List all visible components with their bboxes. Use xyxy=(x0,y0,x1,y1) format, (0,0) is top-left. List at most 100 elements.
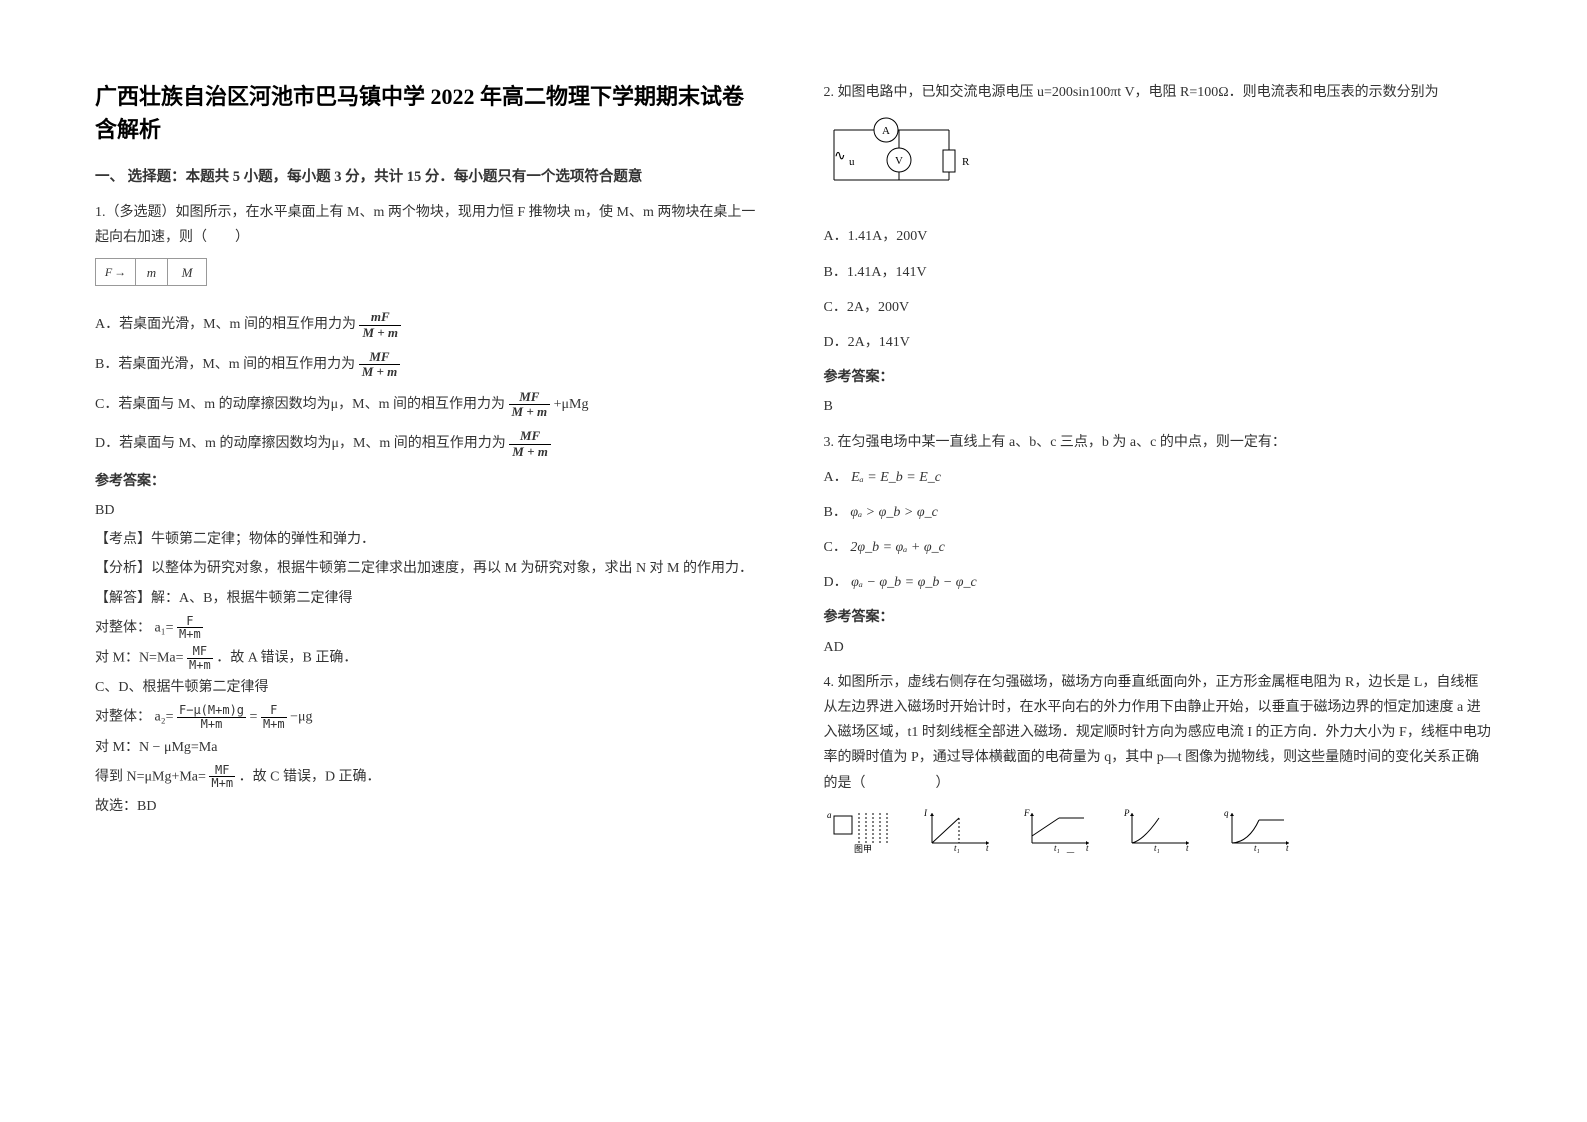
q3-optA: A． Eₐ = E_b = E_c xyxy=(824,465,1493,490)
force-arrow: F → xyxy=(96,259,136,285)
chart-B: F t t₁ B 图乙 xyxy=(1024,808,1094,860)
q3B-pre: B． xyxy=(824,505,847,520)
chart-C-svg: P t t₁ C xyxy=(1124,808,1194,853)
q1-jieda-h: 【解答】解：A、B，根据牛顿第二定律得 xyxy=(95,586,764,611)
wb2-frac1: F−μ(M+m)g M+m xyxy=(177,704,246,730)
block-m: m xyxy=(136,259,168,285)
q1-whole-body-1: 对整体： a₁= F M+m xyxy=(95,615,764,641)
optC-num: MF xyxy=(509,390,551,405)
svg-text:t: t xyxy=(1086,843,1089,853)
wb2-frac2: F M+m xyxy=(261,704,287,730)
q2-optB: B．1.41A，141V xyxy=(824,260,1493,285)
wb1-a: a₁= xyxy=(155,620,174,635)
chart-jia-svg: a 图甲 xyxy=(824,808,894,853)
optD-num: MF xyxy=(509,429,551,444)
wm-den: M+m xyxy=(187,659,213,672)
q3-optC: C． 2φ_b = φₐ + φ_c xyxy=(824,535,1493,560)
q3A-formula: Eₐ = E_b = E_c xyxy=(851,470,941,485)
q4-stem: 4. 如图所示，虚线右侧存在匀强磁场，磁场方向垂直纸面向外，正方形金属框电阻为 … xyxy=(824,670,1493,796)
q4-charts-row: a 图甲 I t xyxy=(824,808,1493,860)
wm-pre: 对 M：N=Ma= xyxy=(95,650,184,665)
wm3-frac: MF M+m xyxy=(209,764,235,790)
q2-optC: C．2A，200V xyxy=(824,295,1493,320)
q3-optB: B． φₐ > φ_b > φ_c xyxy=(824,500,1493,525)
svg-text:图乙: 图乙 xyxy=(1066,852,1084,853)
wb2-num1: F−μ(M+m)g xyxy=(177,704,246,718)
optB-fraction: MF M + m xyxy=(359,350,401,380)
svg-text:F: F xyxy=(1024,808,1030,818)
svg-text:C: C xyxy=(1156,852,1162,853)
ammeter-label: A xyxy=(882,125,890,137)
q1-for-M-3: 得到 N=μMg+Ma= MF M+m ．故 C 错误，D 正确． xyxy=(95,764,764,790)
q1-kaodian: 【考点】牛顿第二定律；物体的弹性和弹力． xyxy=(95,527,764,552)
svg-text:I: I xyxy=(924,808,928,818)
optC-den: M + m xyxy=(509,405,551,419)
source-sine-icon: ∿ xyxy=(834,149,846,164)
wb1-pre: 对整体： xyxy=(95,620,151,635)
q3C-formula: 2φ_b = φₐ + φ_c xyxy=(850,540,944,555)
q3C-pre: C． xyxy=(824,540,847,555)
q3A-pre: A． xyxy=(824,470,848,485)
q1-whole-body-2: 对整体： a₂= F−μ(M+m)g M+m = F M+m −μg xyxy=(95,704,764,730)
wm-frac: MF M+m xyxy=(187,645,213,671)
q1-cd-header: C、D、根据牛顿第二定律得 xyxy=(95,675,764,700)
wb2-den1: M+m xyxy=(177,718,246,731)
chart-C: P t t₁ C xyxy=(1124,808,1194,860)
q3-stem: 3. 在匀强电场中某一直线上有 a、b、c 三点，b 为 a、c 的中点，则一定… xyxy=(824,430,1493,455)
optD-fraction: MF M + m xyxy=(509,429,551,459)
optB-num: MF xyxy=(359,350,401,365)
arrow-icon: → xyxy=(114,262,126,284)
q1-stem: 1.（多选题）如图所示，在水平桌面上有 M、m 两个物块，现用力恒 F 推物块 … xyxy=(95,200,764,250)
q2-stem: 2. 如图电路中，已知交流电源电压 u=200sin100πt V，电阻 R=1… xyxy=(824,80,1493,105)
voltmeter-label: V xyxy=(895,155,903,167)
svg-text:t: t xyxy=(1286,843,1289,853)
chart-A: I t t₁ A xyxy=(924,808,994,860)
optA-text: A．若桌面光滑，M、m 间的相互作用力为 xyxy=(95,317,356,332)
q1-fenxi: 【分析】以整体为研究对象，根据牛顿第二定律求出加速度，再以 M 为研究对象，求出… xyxy=(95,556,764,581)
source-u-label: u xyxy=(849,156,855,168)
optA-fraction: mF M + m xyxy=(359,310,401,340)
svg-text:P: P xyxy=(1124,808,1130,818)
question-2: 2. 如图电路中，已知交流电源电压 u=200sin100πt V，电阻 R=1… xyxy=(824,80,1493,420)
optD-text: D．若桌面与 M、m 的动摩擦因数均为μ，M、m 间的相互作用力为 xyxy=(95,436,506,451)
wb2-a: a₂= xyxy=(155,710,174,725)
wb2-den2: M+m xyxy=(261,718,287,731)
chart-jia: a 图甲 xyxy=(824,808,894,860)
q1-option-B: B．若桌面光滑，M、m 间的相互作用力为 MF M + m xyxy=(95,350,764,380)
optA-num: mF xyxy=(359,310,401,325)
page-title: 广西壮族自治区河池市巴马镇中学 2022 年高二物理下学期期末试卷含解析 xyxy=(95,80,764,146)
chart-D-svg: q t t₁ D xyxy=(1224,808,1294,853)
wm3-tail: ．故 C 错误，D 正确． xyxy=(239,769,381,784)
question-3: 3. 在匀强电场中某一直线上有 a、b、c 三点，b 为 a、c 的中点，则一定… xyxy=(824,430,1493,660)
optC-tail: +μMg xyxy=(554,397,589,412)
wm-tail: ．故 A 错误，B 正确． xyxy=(216,650,357,665)
question-4: 4. 如图所示，虚线右侧存在匀强磁场，磁场方向垂直纸面向外，正方形金属框电阻为 … xyxy=(824,670,1493,860)
q1-for-M-2: 对 M：N − μMg=Ma xyxy=(95,735,764,760)
wm3-pre: 得到 N=μMg+Ma= xyxy=(95,769,206,784)
q1-answer: BD xyxy=(95,498,764,523)
circuit-svg: A R ∿ u V xyxy=(824,115,974,195)
svg-text:q: q xyxy=(1224,808,1229,818)
q2-ans-label: 参考答案： xyxy=(824,365,1493,390)
optB-text: B．若桌面光滑，M、m 间的相互作用力为 xyxy=(95,357,355,372)
optA-den: M + m xyxy=(359,326,401,340)
q3-ans-label: 参考答案： xyxy=(824,605,1493,630)
q3-answer: AD xyxy=(824,635,1493,660)
block-M: M xyxy=(168,259,206,285)
q3-optD: D． φₐ − φ_b = φ_b − φ_c xyxy=(824,570,1493,595)
svg-text:D: D xyxy=(1256,852,1263,853)
optD-den: M + m xyxy=(509,445,551,459)
svg-text:a: a xyxy=(827,810,832,820)
svg-text:A: A xyxy=(956,852,963,853)
wb1-frac: F M+m xyxy=(177,615,203,641)
wb2-num2: F xyxy=(261,704,287,718)
section-header: 一、 选择题：本题共 5 小题，每小题 3 分，共计 15 分．每小题只有一个选… xyxy=(95,164,764,190)
q1-option-A: A．若桌面光滑，M、m 间的相互作用力为 mF M + m xyxy=(95,310,764,340)
q2-circuit-figure: A R ∿ u V xyxy=(824,115,1493,204)
optC-fraction: MF M + m xyxy=(509,390,551,420)
wb2-pre: 对整体： xyxy=(95,710,151,725)
wm3-num: MF xyxy=(209,764,235,778)
chart-A-svg: I t t₁ A xyxy=(924,808,994,853)
q3B-formula: φₐ > φ_b > φ_c xyxy=(850,505,937,520)
q1-figure: F → m M xyxy=(95,258,207,286)
